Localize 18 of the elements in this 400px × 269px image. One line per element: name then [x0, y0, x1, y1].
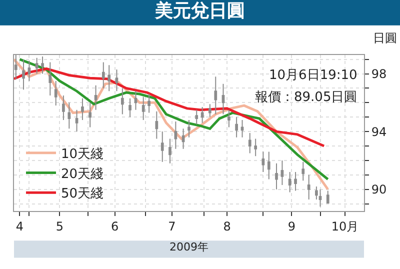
x-tick-label: 6 — [111, 219, 119, 234]
legend-label: 20天綫 — [61, 166, 104, 182]
x-tick-label: 7 — [168, 219, 176, 234]
x-tick-label: 9 — [288, 219, 296, 234]
x-axis-title: 2009年 — [170, 240, 208, 254]
y-tick-label: 90 — [371, 182, 387, 197]
annotation: 10月6日19:10 — [269, 68, 358, 83]
legend-label: 10天綫 — [61, 146, 104, 162]
x-tick-label: 5 — [56, 219, 64, 234]
chart-title: 美元兌日圓 — [154, 0, 245, 22]
y-axis-title: 日圓 — [373, 31, 397, 45]
x-tick-label: 10月 — [331, 219, 359, 234]
x-tick-label: 4 — [16, 219, 24, 234]
y-tick-label: 98 — [371, 66, 387, 81]
legend-label: 50天綫 — [61, 186, 104, 202]
y-tick-label: 94 — [371, 124, 387, 139]
x-tick-label: 8 — [223, 219, 231, 234]
annotation: 報價：89.05日圓 — [255, 90, 358, 105]
